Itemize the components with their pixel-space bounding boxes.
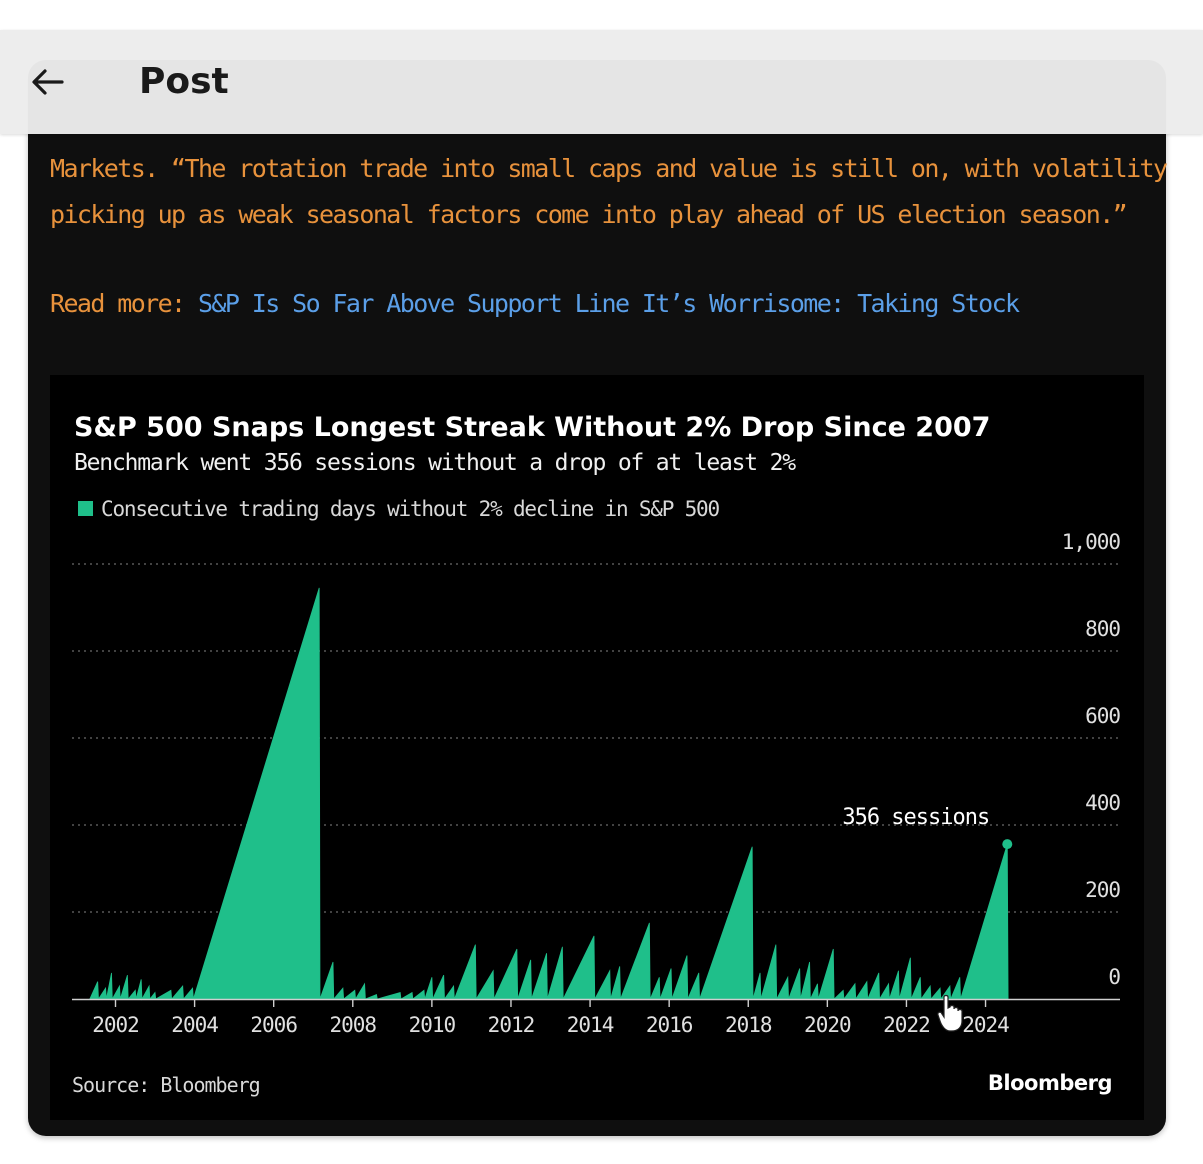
bloomberg-logo: Bloomberg (988, 1071, 1112, 1095)
read-more-label: Read more: (50, 289, 186, 318)
x-tick-label: 2016 (646, 1013, 693, 1037)
y-tick-label: 800 (1085, 617, 1120, 641)
series-area-path (89, 587, 1009, 1001)
page-title: Post (139, 61, 229, 102)
x-tick-label: 2022 (883, 1013, 930, 1037)
x-tick-label: 2008 (329, 1013, 376, 1037)
x-tick-label: 2020 (804, 1013, 851, 1037)
read-more-link[interactable]: S&P Is So Far Above Support Line It’s Wo… (197, 289, 1020, 318)
series-area (72, 587, 1120, 1001)
x-tick-label: 2004 (171, 1013, 218, 1037)
gridlines (72, 563, 1120, 913)
y-tick-label: 1,000 (1062, 530, 1121, 554)
y-axis-labels: 0 200 400 600 800 1,000 (1062, 530, 1122, 989)
x-tick-label: 2010 (409, 1013, 456, 1037)
annotation: 356 sessions (842, 805, 1013, 1032)
article-line-2: picking up as weak seasonal factors come… (50, 200, 1128, 229)
hand-cursor-icon (937, 994, 963, 1032)
legend-swatch (78, 501, 93, 516)
back-button[interactable] (28, 64, 68, 100)
article-line-1: Markets. “The rotation trade into small … (50, 154, 1168, 183)
x-tick-label: 2012 (488, 1013, 535, 1037)
chart-source: Source: Bloomberg (72, 1073, 260, 1097)
y-tick-label: 600 (1085, 704, 1120, 728)
y-tick-label: 0 (1108, 965, 1120, 989)
chart-title: S&P 500 Snaps Longest Streak Without 2% … (74, 412, 990, 443)
chart-subtitle: Benchmark went 356 sessions without a dr… (74, 450, 796, 476)
chart-svg: S&P 500 Snaps Longest Streak Without 2% … (72, 412, 1122, 1097)
x-tick-label: 2024 (962, 1013, 1009, 1037)
y-tick-label: 200 (1085, 878, 1120, 902)
arrow-left-icon (32, 69, 64, 95)
x-tick-label: 2006 (250, 1013, 297, 1037)
x-tick-label: 2014 (567, 1013, 614, 1037)
chart-image: S&P 500 Snaps Longest Streak Without 2% … (50, 375, 1144, 1120)
read-more: Read more: S&P Is So Far Above Support L… (50, 281, 1020, 327)
x-axis: 2002 2004 2006 2008 2010 2012 2014 2016 2018 2020… (92, 999, 1010, 1037)
annotation-label: 356 sessions (842, 805, 989, 830)
annotation-dot (1002, 839, 1013, 850)
legend-label: Consecutive trading days without 2% decl… (101, 497, 719, 521)
article-paragraph: Markets. “The rotation trade into small … (50, 146, 1168, 238)
top-app-bar: Post (0, 30, 1203, 134)
x-tick-label: 2002 (92, 1013, 139, 1037)
y-tick-label: 400 (1085, 791, 1120, 815)
x-tick-label: 2018 (725, 1013, 772, 1037)
